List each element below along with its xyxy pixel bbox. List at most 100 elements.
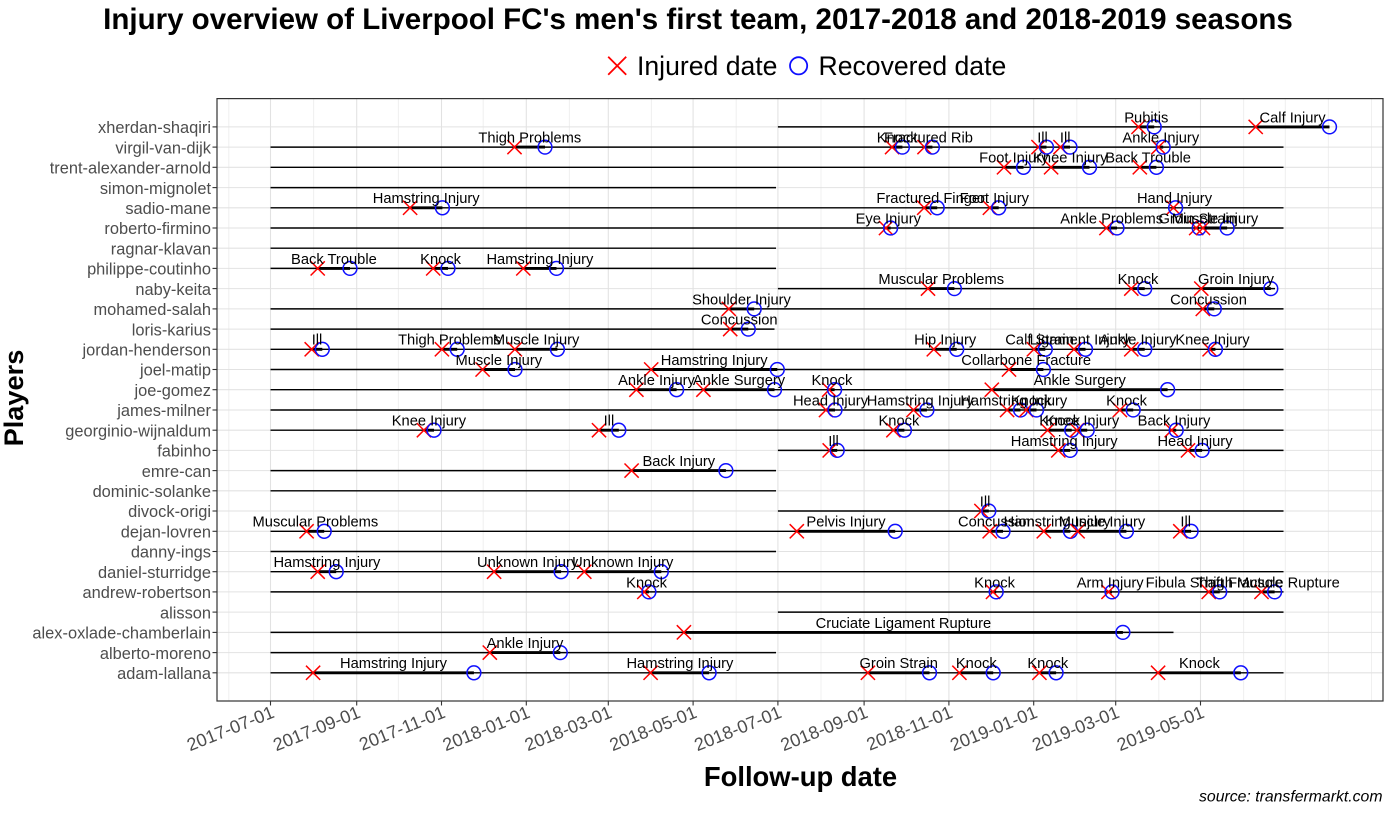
svg-text:Eye Injury: Eye Injury [856, 211, 922, 227]
svg-text:Muscle Injury: Muscle Injury [493, 333, 580, 349]
svg-text:jordan-henderson: jordan-henderson [82, 342, 211, 360]
svg-text:Hamstring Injury: Hamstring Injury [661, 353, 769, 369]
svg-text:Ill: Ill [828, 434, 839, 450]
svg-text:Ligament Injury: Ligament Injury [1030, 333, 1131, 349]
svg-text:Fibula Shaft Fracture: Fibula Shaft Fracture [1146, 575, 1283, 591]
svg-text:Knock: Knock [420, 252, 461, 268]
svg-text:loris-karius: loris-karius [132, 321, 211, 339]
svg-text:Knee Injury: Knee Injury [1033, 151, 1108, 167]
svg-text:sadio-mane: sadio-mane [125, 200, 211, 218]
svg-text:Injury overview of Liverpool F: Injury overview of Liverpool FC's men's … [103, 3, 1293, 36]
svg-text:Ankle Surgery: Ankle Surgery [1034, 373, 1127, 389]
svg-text:Hamstring Injury: Hamstring Injury [340, 656, 448, 672]
svg-text:Ill: Ill [312, 333, 323, 349]
svg-text:dominic-solanke: dominic-solanke [93, 483, 211, 501]
svg-text:Knock: Knock [1118, 272, 1159, 288]
svg-text:Hand Injury: Hand Injury [1137, 191, 1213, 207]
svg-text:Back Injury: Back Injury [642, 454, 715, 470]
svg-text:Hamstring Injury: Hamstring Injury [486, 252, 594, 268]
svg-text:Thigh Muscle Rupture: Thigh Muscle Rupture [1196, 575, 1340, 591]
svg-text:Muscle Injury: Muscle Injury [1172, 211, 1259, 227]
svg-text:dejan-lovren: dejan-lovren [121, 524, 211, 542]
svg-text:Ankle Injury: Ankle Injury [1100, 333, 1177, 349]
svg-text:Concussion: Concussion [958, 515, 1035, 531]
svg-text:Ill: Ill [980, 494, 991, 510]
svg-text:Knock: Knock [1027, 656, 1068, 672]
svg-text:Hamstring Injury: Hamstring Injury [626, 656, 734, 672]
svg-text:Knock: Knock [974, 575, 1015, 591]
svg-text:Concussion: Concussion [701, 313, 778, 329]
svg-text:Fractured Finger: Fractured Finger [876, 191, 985, 207]
svg-text:Cruciate Ligament Rupture: Cruciate Ligament Rupture [816, 616, 992, 632]
svg-text:Unknown Injury: Unknown Injury [572, 555, 674, 571]
svg-text:ragnar-klavan: ragnar-klavan [111, 240, 211, 258]
svg-text:Pubitis: Pubitis [1124, 110, 1168, 126]
svg-text:Muscular Problems: Muscular Problems [253, 515, 379, 531]
svg-text:Knock: Knock [626, 575, 667, 591]
svg-text:Ill: Ill [1037, 131, 1048, 147]
svg-text:Knee Injury: Knee Injury [1175, 333, 1250, 349]
svg-text:Knock: Knock [1039, 414, 1080, 430]
svg-text:naby-keita: naby-keita [135, 281, 212, 299]
svg-text:Foot Injury: Foot Injury [979, 151, 1049, 167]
svg-text:Knock: Knock [1011, 393, 1052, 409]
svg-text:Back Trouble: Back Trouble [1105, 151, 1191, 167]
svg-text:emre-can: emre-can [142, 463, 211, 481]
svg-text:Muscle Injury: Muscle Injury [456, 353, 543, 369]
svg-text:Ankle Surgery: Ankle Surgery [693, 373, 786, 389]
svg-text:Hamstring Injury: Hamstring Injury [1004, 515, 1112, 531]
svg-text:Back Injury: Back Injury [1138, 414, 1211, 430]
svg-text:Knock: Knock [1106, 393, 1147, 409]
svg-text:Players: Players [0, 350, 29, 447]
svg-text:Muscle Injury: Muscle Injury [1059, 515, 1146, 531]
svg-text:Recovered date: Recovered date [819, 51, 1007, 81]
svg-text:Head Injury: Head Injury [793, 393, 869, 409]
svg-text:alisson: alisson [160, 604, 211, 622]
svg-text:georginio-wijnaldum: georginio-wijnaldum [65, 422, 211, 440]
svg-text:trent-alexander-arnold: trent-alexander-arnold [50, 160, 211, 178]
svg-text:source: transfermarkt.com: source: transfermarkt.com [1199, 789, 1382, 806]
svg-text:Groin Strain: Groin Strain [1159, 211, 1237, 227]
svg-text:andrew-robertson: andrew-robertson [83, 584, 211, 602]
svg-text:Knee Injury: Knee Injury [1045, 414, 1120, 430]
svg-text:Ankle Injury: Ankle Injury [487, 636, 564, 652]
svg-text:Groin Injury: Groin Injury [1198, 272, 1275, 288]
svg-text:Ill: Ill [1060, 131, 1071, 147]
svg-text:Thigh Problems: Thigh Problems [398, 333, 501, 349]
svg-text:danny-ings: danny-ings [131, 544, 211, 562]
svg-text:Concussion: Concussion [1170, 292, 1247, 308]
svg-text:Collarbone Fracture: Collarbone Fracture [961, 353, 1091, 369]
svg-text:xherdan-shaqiri: xherdan-shaqiri [98, 119, 211, 137]
svg-text:Fractured Rib: Fractured Rib [884, 131, 973, 147]
svg-text:Foot Injury: Foot Injury [960, 191, 1030, 207]
svg-text:Injured date: Injured date [637, 51, 777, 81]
svg-text:Hamstring Injury: Hamstring Injury [1011, 434, 1119, 450]
svg-text:Arm Injury: Arm Injury [1077, 575, 1145, 591]
svg-text:Hamstring Injury: Hamstring Injury [373, 191, 481, 207]
svg-text:Pelvis Injury: Pelvis Injury [806, 515, 886, 531]
svg-text:Calf Strain: Calf Strain [1005, 333, 1074, 349]
svg-text:Hamstring Injury: Hamstring Injury [960, 393, 1068, 409]
svg-text:Knock: Knock [1179, 656, 1220, 672]
svg-text:Knee Injury: Knee Injury [392, 414, 467, 430]
svg-text:Groin Strain: Groin Strain [860, 656, 938, 672]
svg-text:Hamstring Injury: Hamstring Injury [273, 555, 381, 571]
svg-text:Knock: Knock [811, 373, 852, 389]
svg-text:Calf Injury: Calf Injury [1260, 110, 1327, 126]
svg-text:Ankle Injury: Ankle Injury [1122, 131, 1199, 147]
svg-text:Head Injury: Head Injury [1157, 434, 1233, 450]
svg-text:divock-origi: divock-origi [128, 503, 211, 521]
svg-text:joe-gomez: joe-gomez [133, 382, 211, 400]
svg-text:roberto-firmino: roberto-firmino [104, 220, 211, 238]
svg-text:virgil-van-dijk: virgil-van-dijk [115, 139, 211, 157]
svg-text:simon-mignolet: simon-mignolet [100, 180, 212, 198]
svg-text:adam-lallana: adam-lallana [117, 665, 212, 683]
svg-text:james-milner: james-milner [116, 402, 211, 420]
svg-text:Ankle Injury: Ankle Injury [618, 373, 695, 389]
svg-text:Hip Injury: Hip Injury [914, 333, 977, 349]
svg-text:Ill: Ill [1180, 515, 1191, 531]
svg-text:Shoulder Injury: Shoulder Injury [692, 292, 791, 308]
svg-text:Knock: Knock [878, 414, 919, 430]
svg-text:Knock: Knock [877, 131, 918, 147]
svg-text:fabinho: fabinho [157, 443, 211, 461]
